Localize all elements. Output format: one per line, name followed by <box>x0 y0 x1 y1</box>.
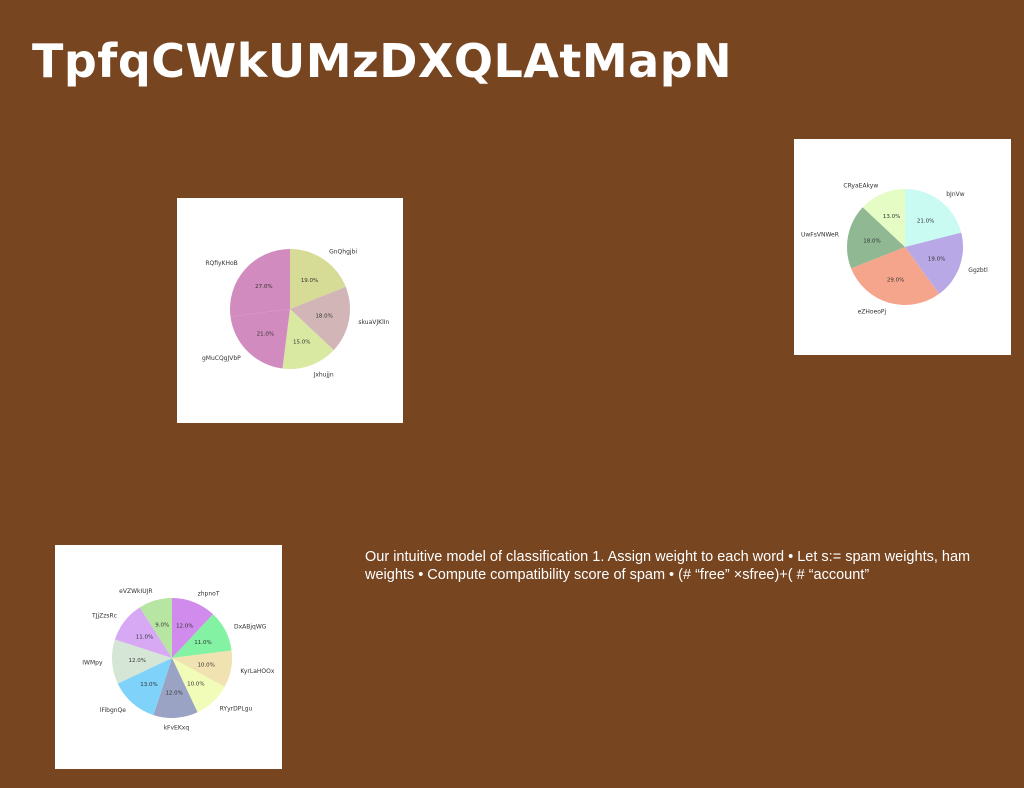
pie-percent-label: 21.0% <box>917 218 934 224</box>
pie-category-label: kFvEKxq <box>164 724 190 731</box>
pie-percent-label: 19.0% <box>301 278 318 284</box>
pie-slice-KyrLaHOOx <box>172 650 232 687</box>
pie-percent-label: 11.0% <box>194 640 211 646</box>
pie-percent-label: 11.0% <box>136 635 153 641</box>
pie-category-label: RQfiyKHoB <box>205 260 237 267</box>
pie-slice-DxABjqWG <box>172 614 232 658</box>
pie-slice-kFvEKxq <box>153 658 198 718</box>
pie-category-label: CRyaEAkyw <box>843 182 878 189</box>
pie-category-label: bJnVw <box>946 191 964 198</box>
pie-percent-label: 10.0% <box>187 681 204 687</box>
pie-percent-label: 21.0% <box>257 332 274 338</box>
pie-category-label: DxABjqWG <box>234 623 267 630</box>
pie-percent-label: 29.0% <box>887 277 904 283</box>
pie-category-label: skuaVJKlIn <box>358 319 389 326</box>
pie-category-label: KyrLaHOOx <box>240 668 274 675</box>
pie-slice-bJnVw <box>905 189 962 247</box>
pie-category-label: Jxhujjn <box>313 371 334 378</box>
pie-percent-label: 27.0% <box>255 284 272 290</box>
pie-slice-TJjZzsRc <box>114 607 172 658</box>
pie-percent-label: 10.0% <box>197 663 214 669</box>
pie-chart-3: 12.0% zhpnoT 11.0% DxABjqWG 10.0% KyrLaHOOx 10… <box>55 545 282 769</box>
pie-slice-skuaVJKlIn <box>290 286 350 351</box>
pie-slice-RYyrDPLgu <box>172 658 225 713</box>
slide-title: TpfqCWkUMzDXQLAtMapN <box>32 34 733 88</box>
slide-body-text: Our intuitive model of classification 1.… <box>365 549 971 583</box>
pie-category-label: UwFsVNWeR <box>801 231 839 238</box>
pie-percent-label: 18.0% <box>315 314 332 320</box>
pie-category-label: zhpnoT <box>198 590 220 597</box>
pie-slice-lFibgnQe <box>117 658 172 716</box>
pie-percent-label: 12.0% <box>129 658 146 664</box>
pie-category-label: TJjZzsRc <box>91 612 117 619</box>
pie-category-label: lFibgnQe <box>100 707 126 714</box>
pie-slice-eZHoeoPj <box>851 247 940 305</box>
pie-chart-1: 19.0% GnQhgjbi 18.0% skuaVJKlIn 15.0% Jxhujjn… <box>177 198 403 423</box>
pie-slice-CRyaEAkyw <box>862 189 905 247</box>
pie-chart-2: 21.0% bJnVw 19.0% Ggzbtl 29.0% eZHoeoPj 18.0% U… <box>794 139 1011 355</box>
pie-slice-Ggzbtl <box>905 232 963 294</box>
pie-category-label: RYyrDPLgu <box>220 706 253 713</box>
pie-percent-label: 19.0% <box>928 256 945 262</box>
pie-percent-label: 15.0% <box>293 340 310 346</box>
pie-percent-label: 12.0% <box>176 624 193 630</box>
pie-slice-zhpnoT <box>172 598 214 658</box>
pie-category-label: eZHoeoPj <box>858 309 887 316</box>
pie-slice-Jxhujjn <box>282 309 334 369</box>
pie-slice-RQfiyKHoB <box>230 249 290 317</box>
pie-percent-label: 13.0% <box>140 682 157 688</box>
pie-category-label: eVZWkIUJR <box>119 588 152 595</box>
pie-category-label: gMuCQgJVbP <box>202 355 241 362</box>
pie-percent-label: 12.0% <box>165 691 182 697</box>
pie-category-label: Ggzbtl <box>968 267 988 274</box>
pie-category-label: IWMpy <box>82 659 103 666</box>
pie-percent-label: 9.0% <box>155 623 169 629</box>
pie-slice-gMuCQgJVbP <box>230 309 290 369</box>
pie-category-label: GnQhgjbi <box>329 248 357 255</box>
pie-slice-UwFsVNWeR <box>847 207 905 269</box>
pie-percent-label: 18.0% <box>863 239 880 245</box>
pie-percent-label: 13.0% <box>883 214 900 220</box>
pie-slice-eVZWkIUJR <box>139 598 172 658</box>
pie-slice-GnQhgjbi <box>290 249 346 309</box>
pie-slice-IWMpy <box>112 639 172 684</box>
